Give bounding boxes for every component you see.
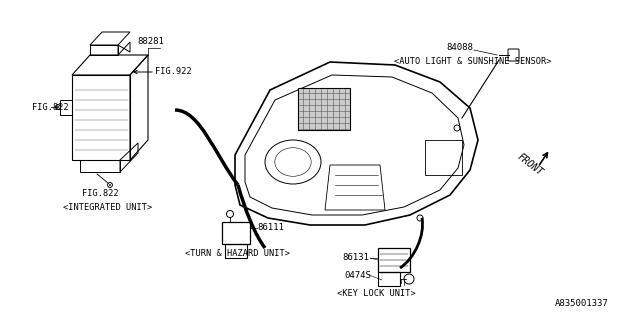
Text: 88281: 88281 (137, 37, 164, 46)
Text: A835001337: A835001337 (555, 299, 609, 308)
Text: <KEY LOCK UNIT>: <KEY LOCK UNIT> (337, 289, 416, 298)
Text: <INTEGRATED UNIT>: <INTEGRATED UNIT> (63, 203, 152, 212)
Text: <TURN & HAZARD UNIT>: <TURN & HAZARD UNIT> (185, 249, 290, 258)
Bar (298, 88, 350, 130)
Text: 86131: 86131 (342, 253, 369, 262)
Text: FRONT: FRONT (515, 152, 545, 178)
Text: 86111: 86111 (257, 223, 284, 233)
Text: FIG.822: FIG.822 (82, 188, 119, 197)
Text: 84088: 84088 (446, 44, 473, 52)
Text: FIG.922: FIG.922 (155, 68, 192, 76)
Text: FIG.822: FIG.822 (32, 102, 68, 111)
Text: <AUTO LIGHT & SUNSHINE SENSOR>: <AUTO LIGHT & SUNSHINE SENSOR> (394, 58, 552, 67)
Text: 0474S: 0474S (344, 270, 371, 279)
